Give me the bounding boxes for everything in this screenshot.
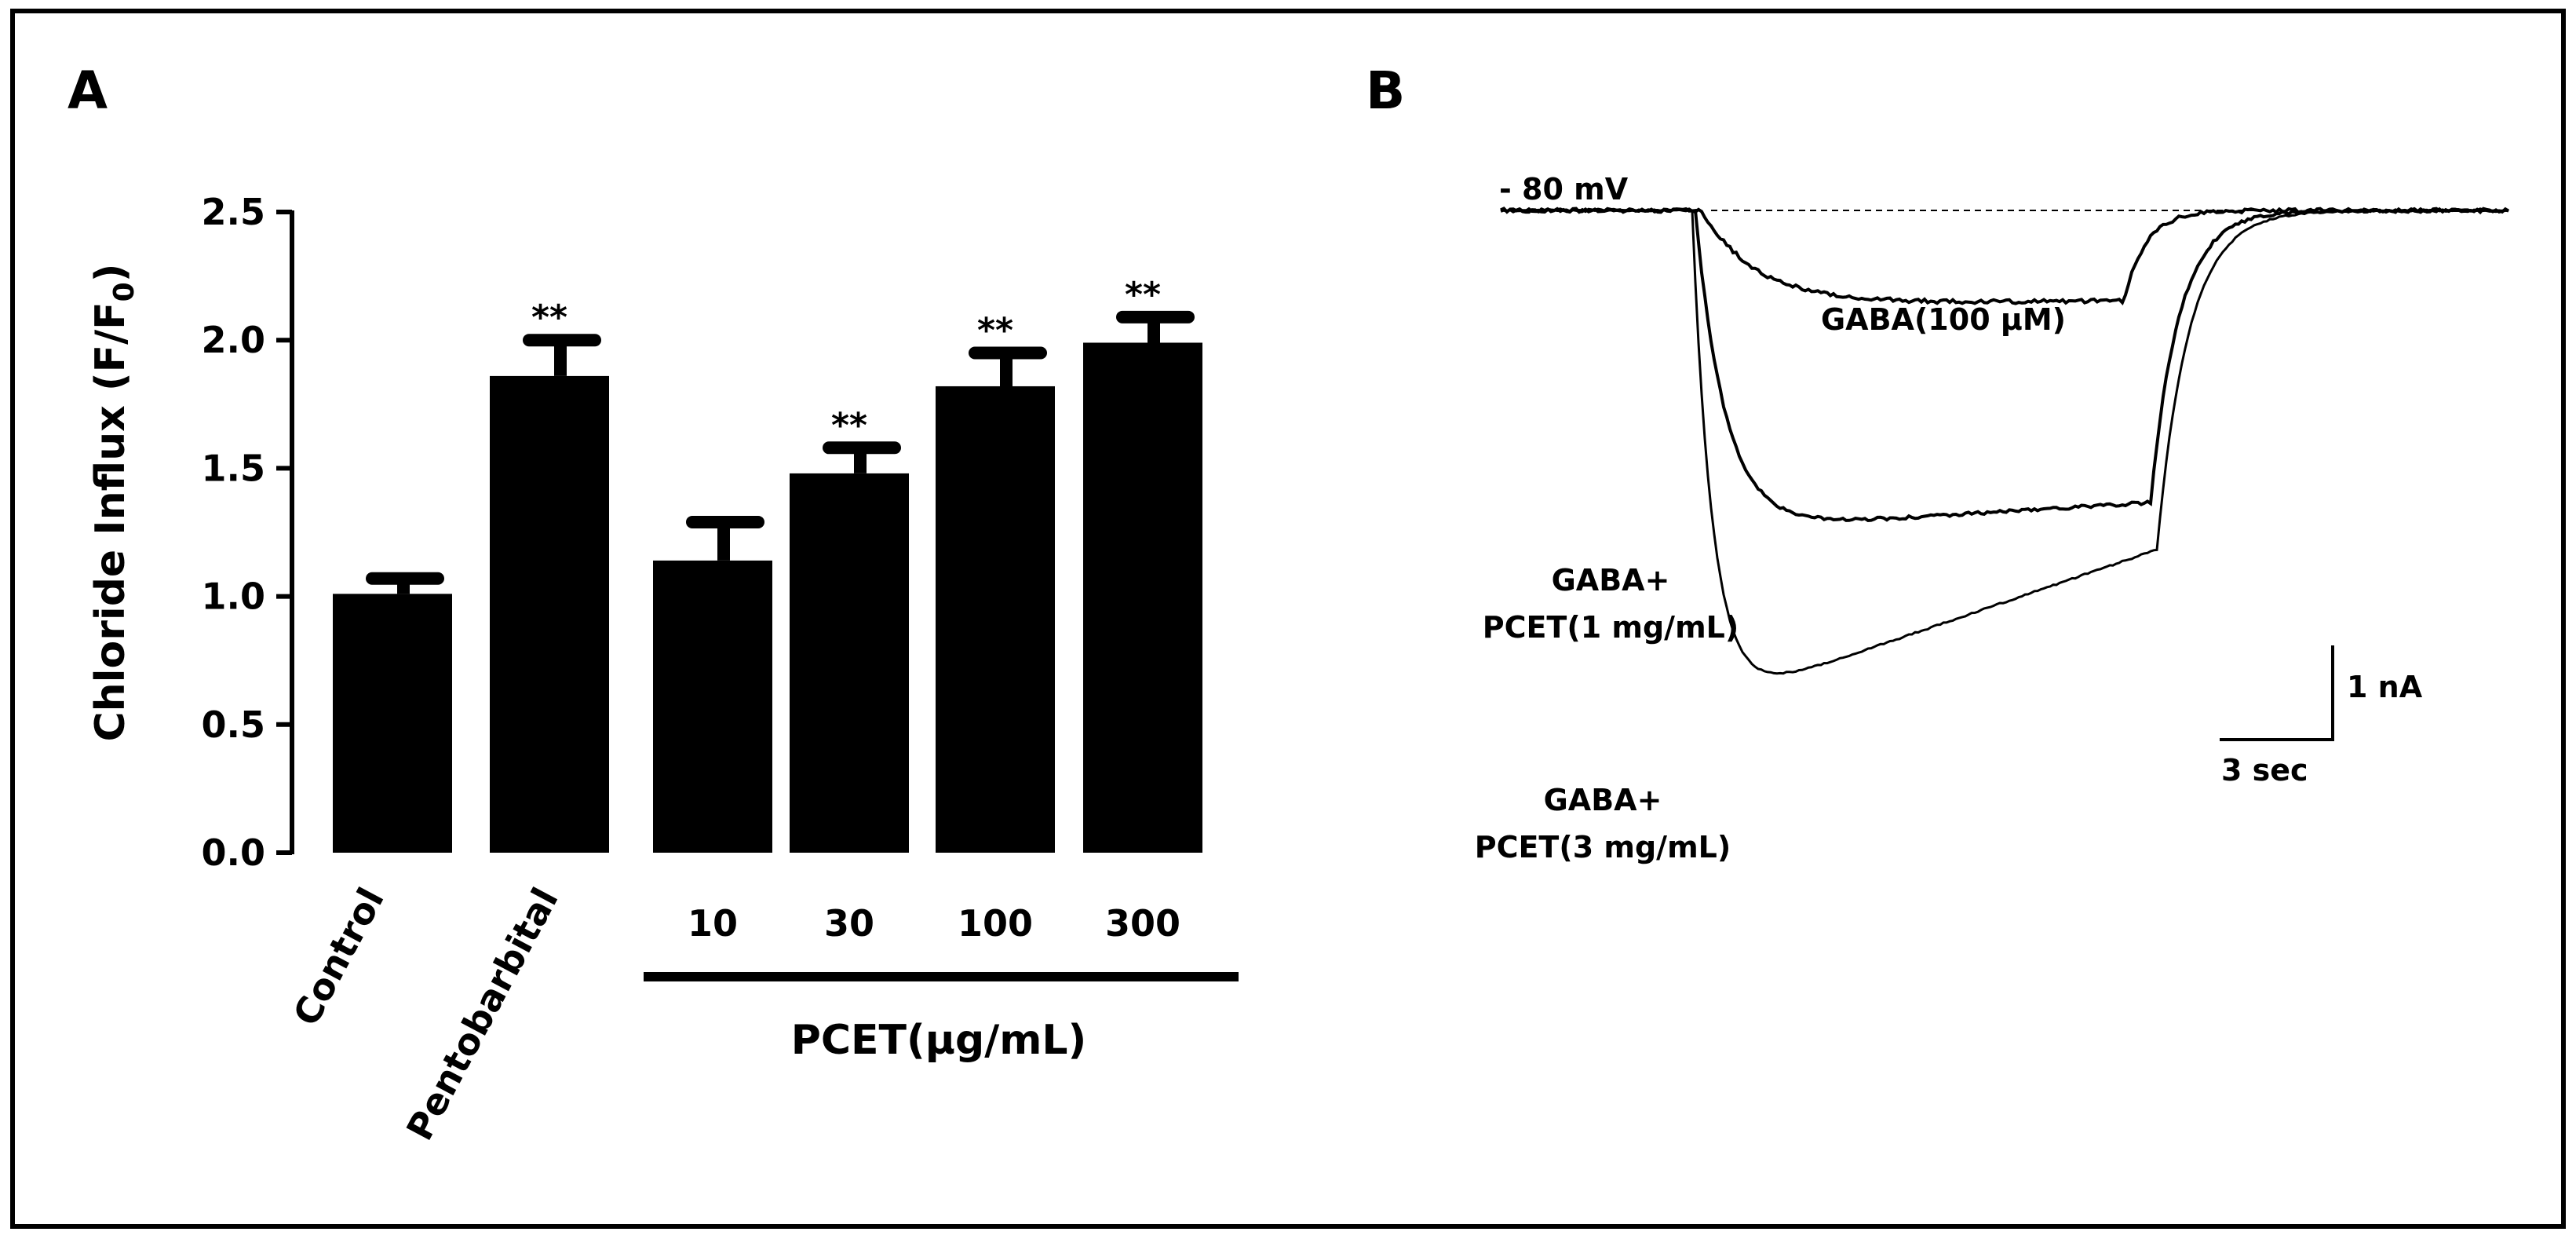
panel-a-bars: ** ** ** **: [333, 275, 1202, 853]
trace-gaba-pcet-3mg: [1500, 208, 2509, 675]
trace-gaba-pcet-1mg: [1500, 206, 2510, 523]
y-axis-title-main: Chloride Influx (F/F: [87, 302, 134, 741]
y-tick-label: 1.5: [202, 447, 266, 489]
x-dose-label: 300: [1105, 902, 1180, 945]
y-tick-label: 2.0: [202, 319, 266, 361]
significance-marker: **: [1125, 275, 1161, 315]
y-axis-title: Chloride Influx (F/F0): [87, 264, 140, 742]
x-dose-label: 10: [688, 902, 738, 945]
pcet-group-label: PCET(μg/mL): [791, 1017, 1087, 1064]
bar-pentobarbital: [490, 375, 609, 853]
x-category-label-control: Control: [285, 881, 392, 1032]
trace-label-pcet1-line2: PCET(1 mg/mL): [1483, 610, 1739, 645]
significance-marker: **: [831, 405, 867, 445]
y-axis-title-subscript: 0: [108, 282, 140, 302]
y-tick-label: 1.0: [202, 576, 266, 618]
bar-10: [653, 560, 772, 853]
scale-bar-y-label: 1 nA: [2347, 670, 2423, 704]
x-category-label-pentobarbital: Pentobarbital: [398, 881, 567, 1147]
x-dose-label: 100: [958, 902, 1033, 945]
y-tick-label: 2.5: [202, 191, 266, 233]
current-traces: [1500, 206, 2510, 675]
trace-label-gaba: GABA(100 μM): [1821, 302, 2066, 337]
scale-bar: [2220, 645, 2334, 741]
trace-label-pcet3-line2: PCET(3 mg/mL): [1475, 830, 1731, 864]
panel-b-letter: B: [1366, 60, 1405, 121]
bar-300: [1083, 342, 1202, 853]
baseline-label: - 80 mV: [1499, 172, 1629, 206]
y-axis-title-close: ): [87, 264, 134, 283]
panel-a-letter: A: [68, 60, 108, 121]
panel-a: A 0.0 0.5 1.0 1.5 2.0 2.5 Control Pentobarbital…: [68, 60, 1239, 1147]
scale-bar-x-label: 3 sec: [2221, 753, 2308, 788]
bar-control: [333, 594, 452, 853]
x-dose-label: 30: [824, 902, 874, 945]
significance-marker: **: [531, 298, 567, 338]
y-tick-label: 0.0: [202, 831, 266, 874]
figure-border: [10, 9, 2566, 1229]
bar-30: [790, 473, 909, 853]
significance-marker: **: [977, 311, 1013, 351]
bar-100: [936, 386, 1055, 853]
trace-gaba-100uM: [1500, 206, 2509, 306]
trace-label-pcet3-line1: GABA+: [1544, 783, 1662, 817]
y-tick-label: 0.5: [202, 704, 266, 746]
trace-label-pcet1-line1: GABA+: [1552, 563, 1670, 598]
panel-b: B - 80 mV GABA(100 μM) GABA+ PCET(1 mg/m…: [1366, 60, 2510, 864]
